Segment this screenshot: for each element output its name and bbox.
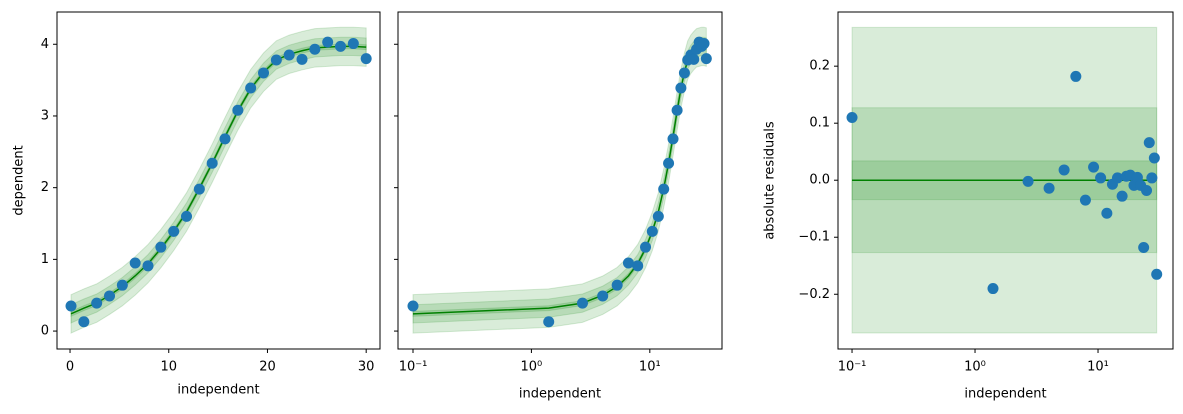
data-point	[322, 36, 334, 48]
axes-frame	[56, 11, 381, 350]
y-tick-label: 3	[41, 108, 49, 123]
data-point	[1043, 182, 1055, 194]
x-tick-label: 10¹	[1087, 360, 1109, 375]
y-axis-label: absolute residuals	[763, 121, 778, 240]
axes-frame	[397, 11, 723, 350]
x-tick-label: 0	[66, 360, 74, 375]
data-point	[597, 290, 609, 302]
data-point	[206, 157, 218, 169]
data-point	[667, 133, 679, 145]
y-tick-label: 0.2	[809, 59, 830, 74]
y-tick-label: 0	[41, 324, 49, 339]
data-point	[646, 225, 658, 237]
data-point	[309, 43, 321, 55]
data-point	[283, 49, 295, 61]
data-point	[347, 38, 359, 50]
data-point	[1058, 164, 1070, 176]
confidence-band	[412, 26, 707, 334]
y-axis-label: dependent	[12, 145, 27, 215]
data-point	[1148, 152, 1160, 164]
data-point	[658, 183, 670, 195]
y-tick-label: 1	[41, 252, 49, 267]
x-tick-label: 30	[358, 360, 375, 375]
data-point	[1088, 161, 1100, 173]
data-point	[688, 53, 700, 65]
x-tick-label: 10⁻¹	[399, 360, 428, 375]
data-point	[611, 279, 623, 291]
data-point	[78, 316, 90, 328]
data-point	[1070, 70, 1082, 82]
y-tick-label: 0.0	[809, 173, 830, 188]
data-point	[1141, 184, 1153, 196]
x-tick-label: 10⁰	[964, 360, 986, 375]
data-point	[232, 104, 244, 116]
x-axis-label: independent	[964, 387, 1046, 402]
data-point	[1116, 190, 1128, 202]
data-point	[155, 241, 167, 253]
data-point	[1146, 172, 1158, 184]
data-point	[1101, 207, 1113, 219]
data-point	[671, 104, 683, 116]
x-axis-label: independent	[177, 383, 259, 398]
x-axis-label: independent	[519, 387, 601, 402]
x-tick-label: 10⁻¹	[838, 360, 867, 375]
data-point	[700, 53, 712, 65]
data-point	[129, 257, 141, 269]
data-point	[1095, 172, 1107, 184]
data-point	[1151, 268, 1163, 280]
data-point	[1022, 175, 1034, 187]
data-point	[181, 210, 193, 222]
data-point	[675, 82, 687, 94]
x-tick-label: 10¹	[639, 360, 661, 375]
data-point	[846, 111, 858, 123]
data-point	[987, 283, 999, 295]
data-point	[142, 260, 154, 272]
data-point	[258, 67, 270, 79]
data-point	[104, 290, 116, 302]
data-point	[296, 53, 308, 65]
data-point	[640, 241, 652, 253]
data-point	[698, 38, 710, 50]
data-point	[219, 133, 231, 145]
data-point	[652, 210, 664, 222]
data-point	[407, 300, 419, 312]
data-point	[335, 40, 347, 52]
data-point	[116, 279, 128, 291]
x-tick-label: 10	[160, 360, 177, 375]
data-point	[245, 82, 257, 94]
data-point	[270, 54, 282, 66]
data-point	[1079, 194, 1091, 206]
y-tick-label: 0.1	[809, 116, 830, 131]
data-point	[663, 157, 675, 169]
data-point	[543, 316, 555, 328]
x-tick-label: 20	[259, 360, 276, 375]
y-tick-label: −0.2	[798, 287, 830, 302]
y-tick-label: −0.1	[798, 230, 830, 245]
data-point	[65, 300, 77, 312]
data-point	[678, 67, 690, 79]
data-point	[1112, 172, 1124, 184]
x-tick-label: 10⁰	[521, 360, 543, 375]
data-point	[91, 297, 103, 309]
data-point	[622, 257, 634, 269]
data-point	[576, 297, 588, 309]
y-tick-label: 4	[41, 37, 49, 52]
data-point	[1138, 242, 1150, 254]
y-tick-label: 2	[41, 180, 49, 195]
confidence-band	[70, 26, 367, 334]
data-point	[168, 225, 180, 237]
data-point	[360, 53, 372, 65]
data-point	[193, 183, 205, 195]
data-point	[632, 260, 644, 272]
data-point	[1143, 137, 1155, 149]
